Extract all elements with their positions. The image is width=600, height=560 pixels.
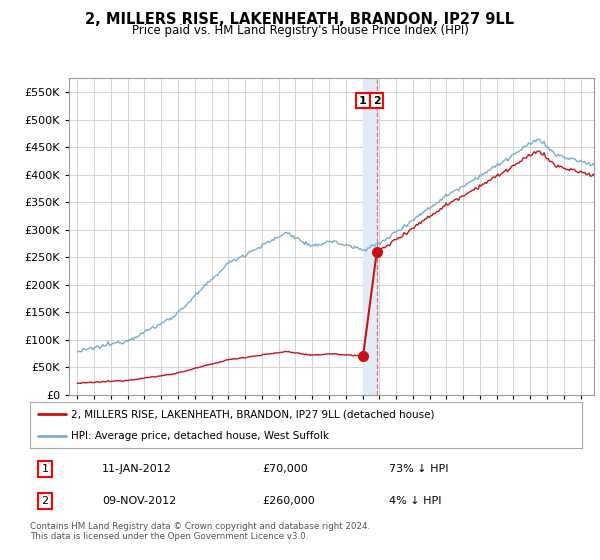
Text: £260,000: £260,000 (262, 496, 314, 506)
Text: Contains HM Land Registry data © Crown copyright and database right 2024.
This d: Contains HM Land Registry data © Crown c… (30, 522, 370, 542)
Text: 2: 2 (41, 496, 49, 506)
Text: Price paid vs. HM Land Registry's House Price Index (HPI): Price paid vs. HM Land Registry's House … (131, 24, 469, 36)
Text: 73% ↓ HPI: 73% ↓ HPI (389, 464, 448, 474)
Text: 1: 1 (359, 96, 367, 105)
Text: 1: 1 (41, 464, 49, 474)
Text: 2: 2 (373, 96, 380, 105)
Text: 11-JAN-2012: 11-JAN-2012 (102, 464, 172, 474)
Text: HPI: Average price, detached house, West Suffolk: HPI: Average price, detached house, West… (71, 431, 329, 441)
Text: 4% ↓ HPI: 4% ↓ HPI (389, 496, 442, 506)
Text: 2, MILLERS RISE, LAKENHEATH, BRANDON, IP27 9LL (detached house): 2, MILLERS RISE, LAKENHEATH, BRANDON, IP… (71, 409, 435, 419)
Text: 2, MILLERS RISE, LAKENHEATH, BRANDON, IP27 9LL: 2, MILLERS RISE, LAKENHEATH, BRANDON, IP… (85, 12, 515, 27)
Bar (363, 78, 377, 395)
Text: 09-NOV-2012: 09-NOV-2012 (102, 496, 176, 506)
Text: £70,000: £70,000 (262, 464, 308, 474)
